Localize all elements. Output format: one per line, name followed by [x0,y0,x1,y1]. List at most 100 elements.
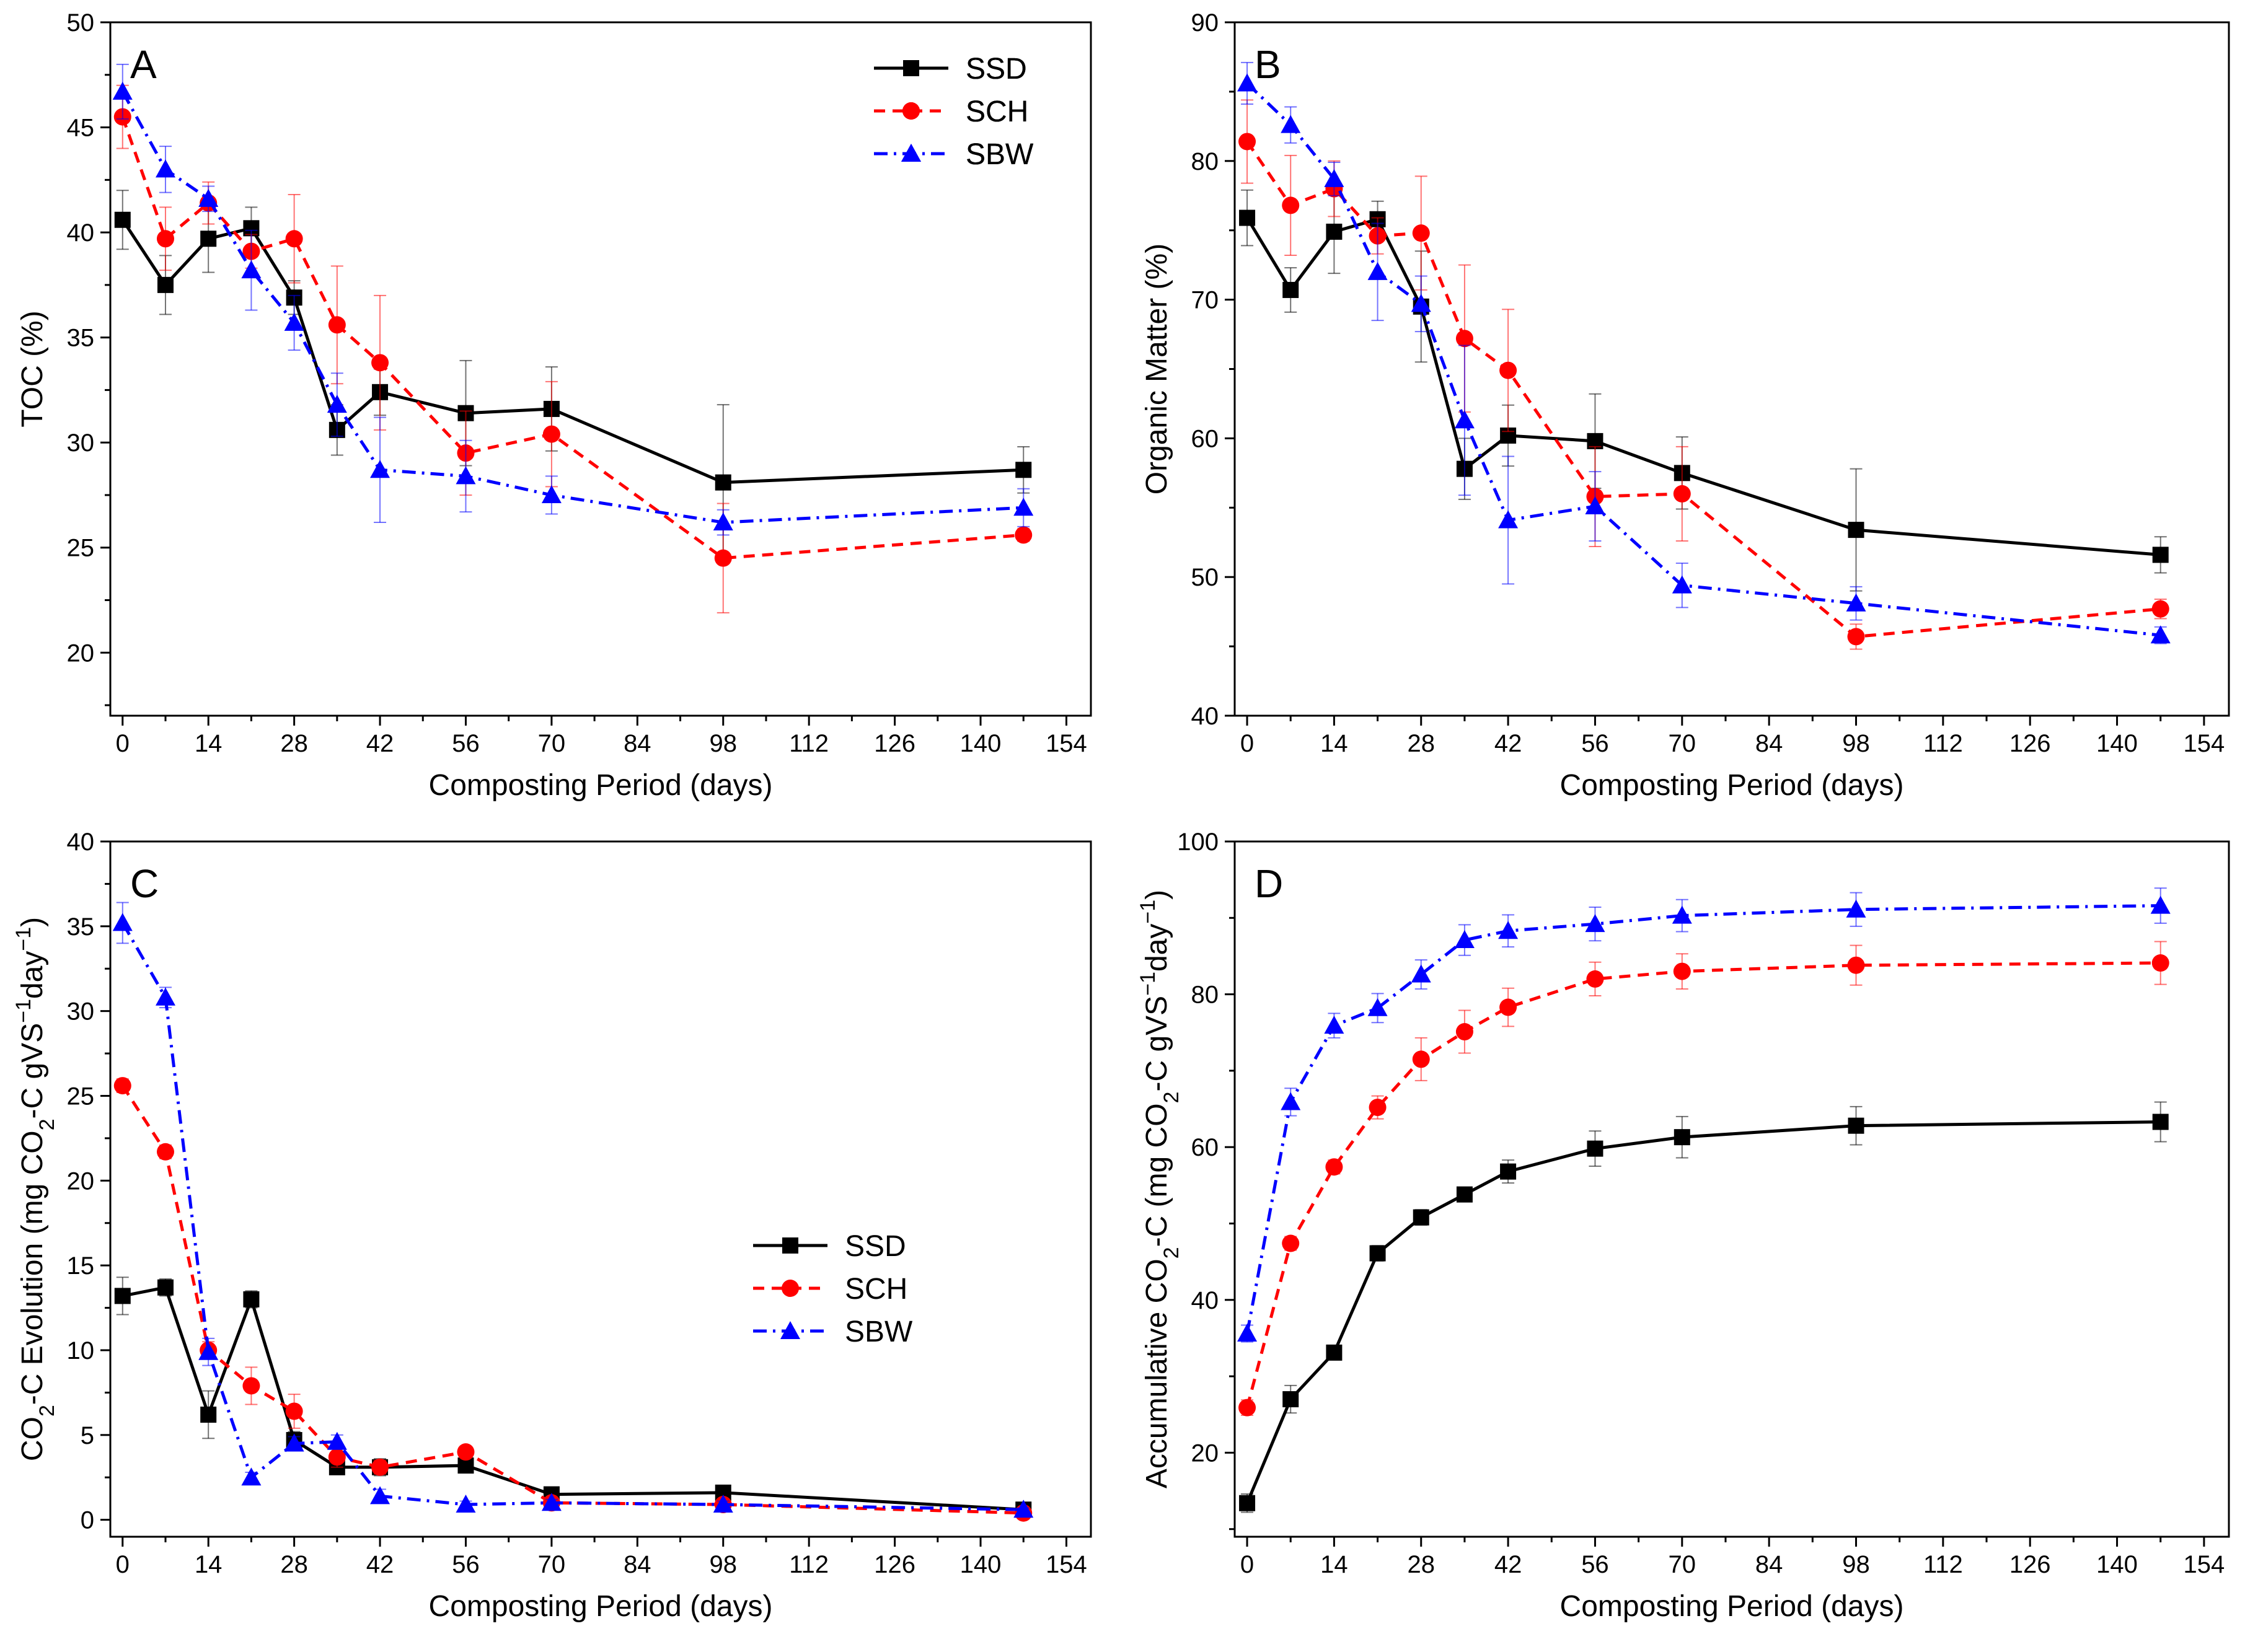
data-point [1498,921,1519,939]
data-point [1281,115,1301,133]
subscript: 2 [1160,1092,1183,1104]
y-tick-label: 35 [67,325,95,352]
x-tick-label: 140 [960,1551,1002,1578]
x-tick-label: 98 [710,1551,738,1578]
y-tick-label: 35 [67,913,95,941]
y-tick-label: 25 [67,1083,95,1110]
data-point [1369,1099,1387,1117]
data-point [1672,905,1692,924]
data-point [327,395,347,413]
y-tick-label: 20 [67,1167,95,1195]
data-point [2150,625,2171,644]
data-point [1411,294,1431,312]
series-line [1245,1120,2161,1504]
data-point [1672,575,1692,594]
data-point [542,425,560,443]
data-point [1367,261,1388,280]
x-tick-label: 154 [2184,1551,2225,1578]
series-line [121,90,1024,524]
legend-label: SBW [966,138,1034,171]
panel-b: 0 14 28 42 56 70 84 98 112 126 140 154 40 50 60 70 80 90 C… [874,9,2230,802]
series-line [121,219,1024,485]
x-tick-label: 98 [1842,1551,1870,1578]
y-tick-label: 15 [67,1252,95,1280]
series-ssd [1239,189,2169,592]
label-part: -C (mg CO [1140,1103,1173,1247]
data-point [284,1433,304,1452]
plot-frame [1233,21,2230,717]
data-point [457,1443,475,1461]
data-point [157,1279,174,1296]
data-point [1282,1234,1300,1252]
legend-label: SBW [966,138,1034,171]
data-point [371,1458,389,1476]
y-tick-label: 30 [67,998,95,1026]
x-tick-label: 126 [874,1551,915,1578]
data-point [2150,895,2171,914]
y-tick-label: 5 [81,1422,94,1449]
plot-frame [109,840,1092,1538]
data-point [714,549,732,567]
label-part: day [16,951,49,999]
data-point [1454,410,1475,429]
x-tick-label: 84 [1755,1551,1783,1578]
x-tick-label: 126 [2009,730,2051,757]
panel-d: 0 14 28 42 56 70 84 98 112 126 140 154 20 40 60 80 100 Co… [753,828,2230,1623]
series-ssd [1239,1101,2169,1513]
x-tick-label: 42 [1494,1551,1522,1578]
x-tick-label: 84 [1755,730,1783,757]
data-point [1412,1050,1430,1068]
data-point [1498,510,1519,529]
data-point [713,512,733,531]
series-sbw [112,63,1034,536]
x-tick-label: 0 [116,730,130,757]
x-tick-label: 98 [1842,730,1870,757]
legend: SSD SCH SBW [753,1230,913,1348]
data-point [155,987,175,1006]
data-point [1586,970,1604,988]
x-tick-label: 126 [2009,1551,2051,1578]
superscript: −1 [12,927,35,951]
series-line [121,116,1024,560]
data-point [1282,281,1299,298]
x-tick-label: 112 [789,1551,829,1578]
data-point [1281,1092,1301,1110]
y-tick-label: 100 [1177,828,1219,856]
y-tick-label: 40 [1191,1287,1219,1314]
data-point [2151,954,2169,972]
label-part: CO [16,1417,49,1461]
x-tick-label: 112 [789,730,829,757]
data-point [1411,964,1431,983]
x-tick-label: 98 [710,730,738,757]
data-point [1237,1324,1258,1342]
legend-marker [902,102,920,120]
y-tick-label: 50 [1191,564,1219,591]
x-tick-label: 154 [2184,730,2225,757]
subscript: 2 [1160,1247,1183,1259]
label-part: -C Evolution (mg CO [16,1130,49,1405]
data-point [2152,547,2169,563]
data-point [1500,1163,1517,1180]
data-point [541,1493,562,1511]
data-point [371,354,389,372]
x-axis-title: Composting Period (days) [1560,1590,1904,1623]
data-point [713,1495,733,1513]
x-axis-title: Composting Period (days) [429,769,773,802]
panel-c: 0 14 28 42 56 70 84 98 112 126 140 1540510152025303… [12,53,1092,1623]
superscript: −1 [1136,972,1160,996]
data-point [1282,1391,1299,1408]
data-point [1848,522,1864,538]
x-tick-label: 154 [1046,730,1087,757]
x-tick-label: 112 [1923,730,1963,757]
data-point [1847,628,1865,646]
series-line [1245,904,2161,1334]
x-tick-label: 140 [2096,730,2138,757]
x-tick-label: 14 [1320,730,1348,757]
y-tick-label: 40 [67,828,95,856]
x-tick-label: 56 [1581,1551,1609,1578]
y-tick-label: 0 [81,1507,94,1534]
x-tick-label: 70 [1669,730,1696,757]
data-point [2151,600,2169,618]
data-point [114,1288,131,1304]
data-point [1413,1209,1429,1226]
